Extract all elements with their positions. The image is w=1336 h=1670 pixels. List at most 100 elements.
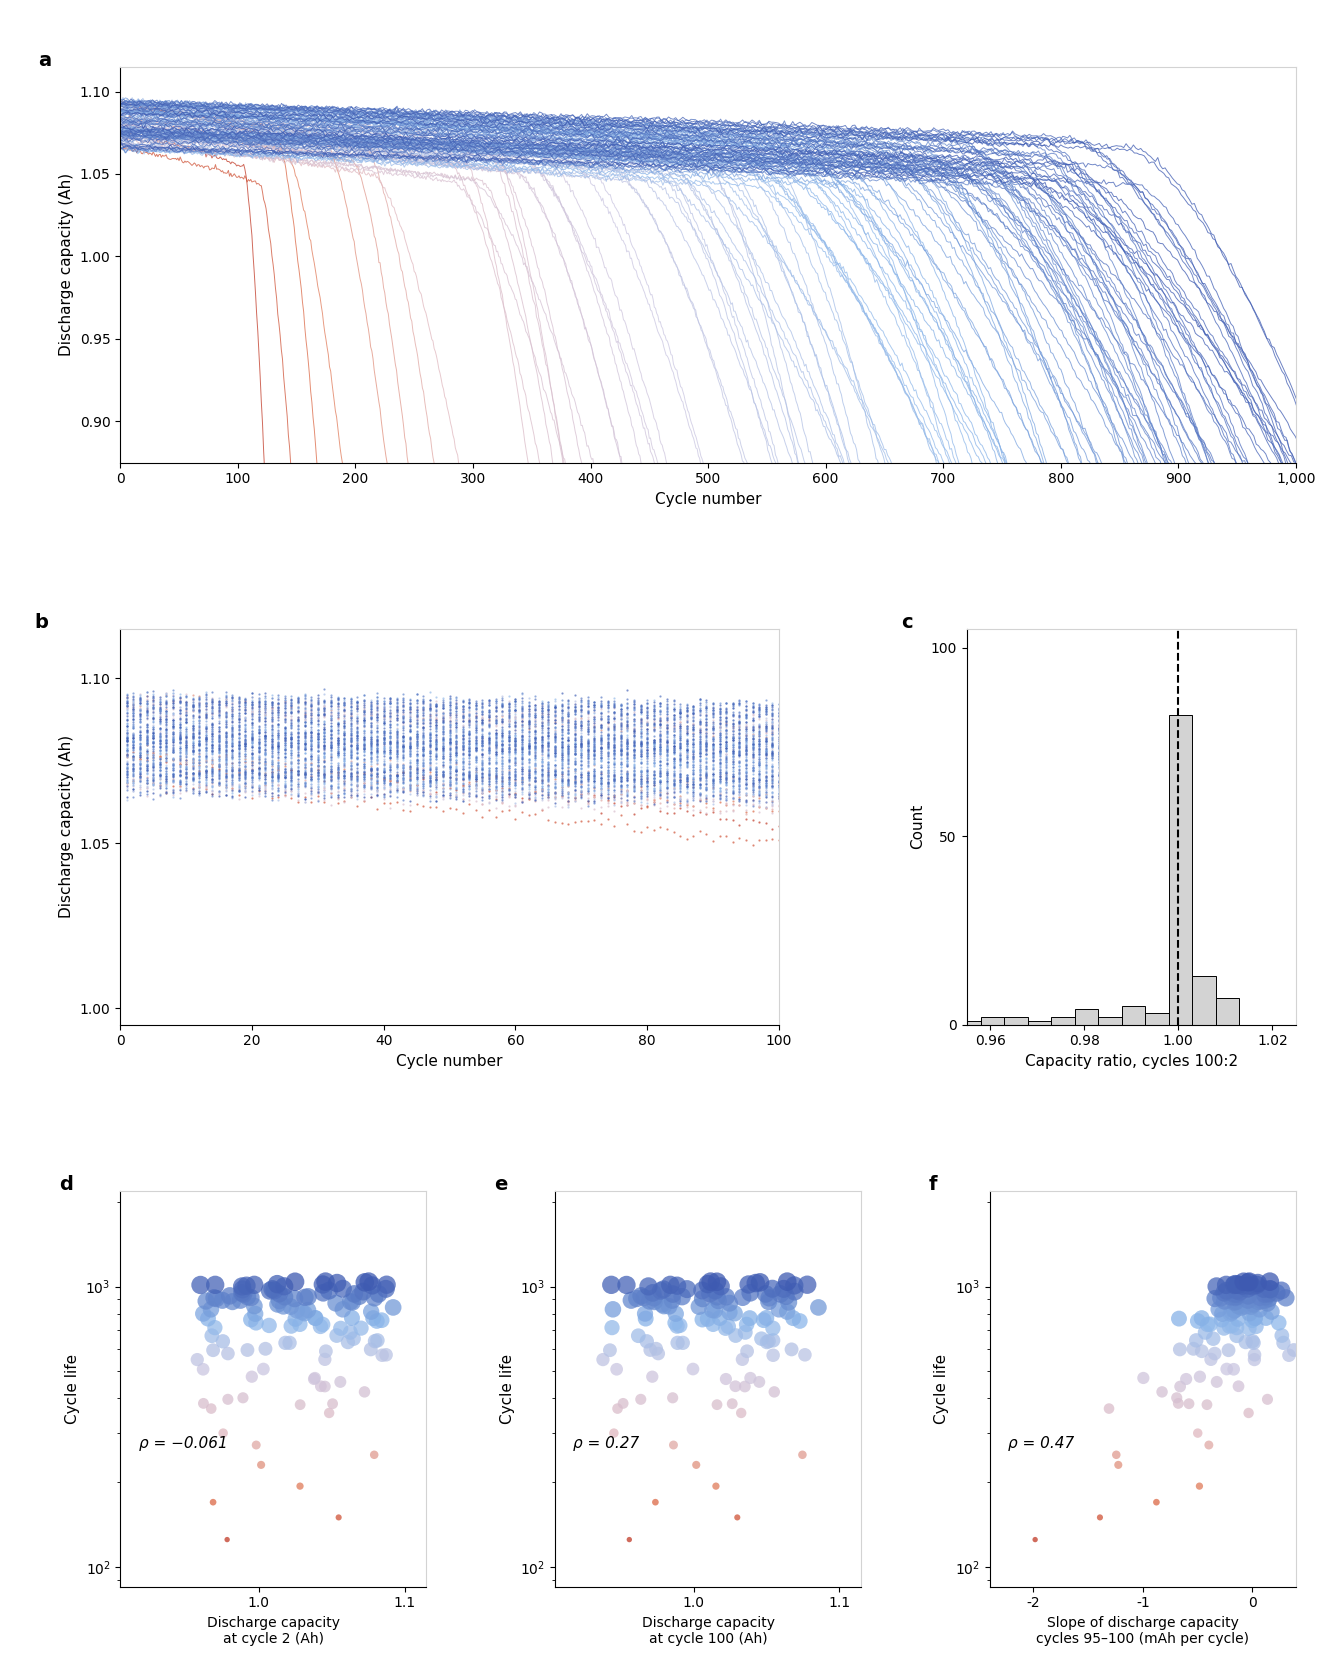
- Point: [1273, 1329, 1295, 1356]
- Point: [792, 1441, 814, 1468]
- Point: [692, 1278, 713, 1304]
- Point: [697, 1271, 719, 1298]
- Point: [343, 1326, 365, 1353]
- Text: f: f: [929, 1176, 937, 1194]
- Point: [1242, 1328, 1264, 1354]
- Point: [1253, 1276, 1275, 1303]
- Point: [1166, 1384, 1188, 1411]
- Point: [322, 1391, 343, 1418]
- Point: [745, 1269, 767, 1296]
- Point: [703, 1311, 724, 1338]
- Point: [1216, 1278, 1237, 1304]
- Text: ρ = 0.47: ρ = 0.47: [1009, 1436, 1074, 1451]
- Point: [732, 1284, 754, 1311]
- Point: [763, 1328, 784, 1354]
- Point: [708, 1288, 729, 1314]
- Point: [755, 1281, 776, 1308]
- Y-axis label: Cycle life: Cycle life: [500, 1354, 514, 1425]
- Bar: [981, 1017, 1005, 1024]
- Point: [1237, 1269, 1259, 1296]
- Point: [294, 1284, 315, 1311]
- Point: [244, 1301, 266, 1328]
- Point: [1108, 1451, 1129, 1478]
- Point: [1240, 1293, 1261, 1319]
- Point: [275, 1329, 297, 1356]
- Bar: [1169, 715, 1193, 1024]
- Point: [1213, 1279, 1234, 1306]
- Point: [709, 1304, 731, 1331]
- Point: [203, 1284, 224, 1311]
- Bar: [1145, 1014, 1169, 1024]
- Point: [1169, 1336, 1190, 1363]
- Point: [1249, 1284, 1271, 1311]
- Point: [231, 1279, 253, 1306]
- Point: [635, 1306, 656, 1333]
- Point: [616, 1271, 637, 1298]
- Bar: [1051, 1017, 1074, 1024]
- Point: [216, 1526, 238, 1553]
- Point: [1228, 1306, 1249, 1333]
- Point: [232, 1384, 254, 1411]
- Y-axis label: Discharge capacity (Ah): Discharge capacity (Ah): [59, 174, 73, 356]
- Point: [653, 1276, 675, 1303]
- Point: [716, 1284, 737, 1311]
- Point: [1237, 1276, 1259, 1303]
- Point: [735, 1373, 756, 1399]
- Point: [759, 1284, 780, 1311]
- Point: [187, 1346, 208, 1373]
- Point: [1228, 1373, 1249, 1399]
- Point: [699, 1281, 720, 1308]
- Point: [1189, 1473, 1210, 1500]
- Point: [190, 1271, 211, 1298]
- Point: [375, 1271, 397, 1298]
- Point: [1259, 1268, 1280, 1294]
- Point: [1257, 1289, 1279, 1316]
- Point: [246, 1431, 267, 1458]
- Point: [353, 1278, 374, 1304]
- Point: [1267, 1279, 1288, 1306]
- Point: [1220, 1301, 1241, 1328]
- Point: [250, 1451, 271, 1478]
- Point: [1228, 1293, 1249, 1319]
- Point: [243, 1293, 265, 1319]
- Point: [1245, 1313, 1267, 1339]
- Point: [635, 1301, 656, 1328]
- Point: [326, 1323, 347, 1349]
- Point: [1192, 1338, 1213, 1364]
- Point: [1241, 1308, 1263, 1334]
- Text: d: d: [59, 1176, 73, 1194]
- Point: [236, 1283, 258, 1309]
- Point: [371, 1308, 393, 1334]
- Point: [667, 1273, 688, 1299]
- Point: [333, 1276, 354, 1303]
- Point: [310, 1373, 331, 1399]
- Point: [263, 1278, 285, 1304]
- X-axis label: Discharge capacity
at cycle 100 (Ah): Discharge capacity at cycle 100 (Ah): [641, 1617, 775, 1647]
- Point: [243, 1271, 265, 1298]
- Point: [1216, 1271, 1237, 1298]
- Point: [707, 1284, 728, 1311]
- Point: [253, 1356, 274, 1383]
- Point: [1246, 1271, 1268, 1298]
- Point: [796, 1271, 818, 1298]
- Point: [1226, 1314, 1248, 1341]
- Point: [255, 1336, 277, 1363]
- Point: [1237, 1283, 1259, 1309]
- Point: [667, 1329, 688, 1356]
- Point: [274, 1273, 295, 1299]
- Point: [1208, 1296, 1229, 1323]
- Point: [672, 1329, 693, 1356]
- Point: [330, 1368, 351, 1394]
- Point: [749, 1269, 771, 1296]
- Point: [212, 1420, 234, 1446]
- Point: [1197, 1311, 1218, 1338]
- Point: [631, 1386, 652, 1413]
- Point: [1229, 1278, 1250, 1304]
- Point: [1250, 1288, 1272, 1314]
- Point: [784, 1278, 806, 1304]
- Point: [1198, 1431, 1220, 1458]
- Point: [315, 1268, 337, 1294]
- Point: [202, 1338, 223, 1364]
- Point: [1168, 1306, 1189, 1333]
- Point: [1244, 1304, 1265, 1331]
